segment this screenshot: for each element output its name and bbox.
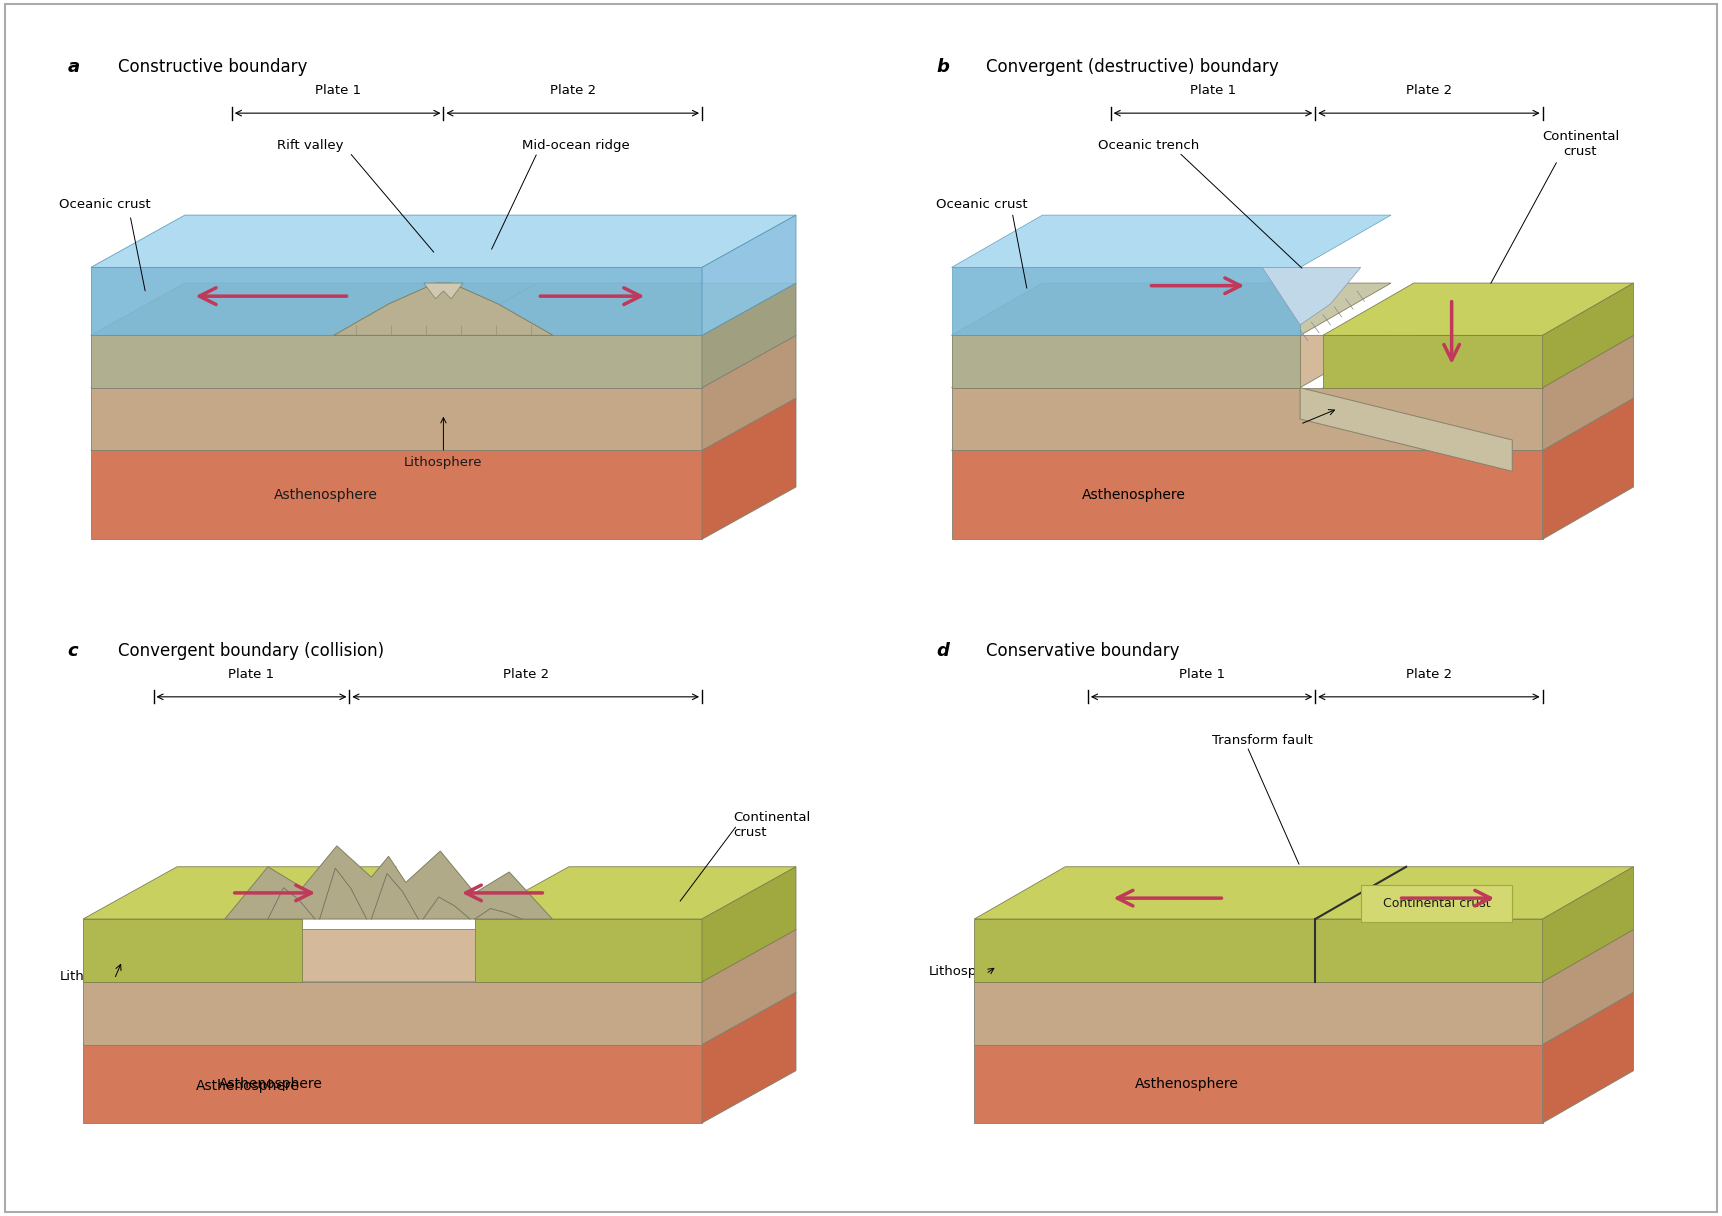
Polygon shape (975, 919, 1316, 981)
Text: Convergent (destructive) boundary: Convergent (destructive) boundary (985, 58, 1278, 77)
Text: Oceanic crust: Oceanic crust (937, 198, 1028, 212)
Polygon shape (1543, 929, 1634, 1045)
Text: Lithosphere: Lithosphere (405, 417, 482, 468)
Polygon shape (975, 929, 1634, 981)
Polygon shape (91, 215, 796, 268)
Polygon shape (475, 919, 703, 981)
Polygon shape (952, 450, 1543, 540)
Polygon shape (1322, 283, 1634, 336)
Text: Plate 1: Plate 1 (315, 84, 360, 97)
Polygon shape (91, 336, 537, 388)
Polygon shape (91, 398, 796, 450)
Text: a: a (67, 58, 79, 77)
Text: c: c (67, 642, 77, 660)
Text: Mid-ocean ridge: Mid-ocean ridge (522, 140, 630, 152)
Polygon shape (424, 283, 463, 299)
Bar (1360, 885, 1512, 922)
Text: Plate 2: Plate 2 (1405, 84, 1452, 97)
Polygon shape (83, 981, 703, 1045)
Polygon shape (1316, 919, 1543, 981)
Polygon shape (952, 336, 1391, 388)
Text: Plate 2: Plate 2 (503, 668, 549, 681)
Polygon shape (952, 336, 1300, 388)
Polygon shape (1316, 867, 1634, 919)
Text: Convergent boundary (collision): Convergent boundary (collision) (119, 642, 384, 660)
Text: d: d (937, 642, 949, 660)
Polygon shape (1543, 867, 1634, 981)
Text: Continental crust: Continental crust (1383, 897, 1490, 910)
Polygon shape (91, 336, 703, 388)
Polygon shape (952, 268, 1300, 336)
Text: Plate 2: Plate 2 (1405, 668, 1452, 681)
Polygon shape (952, 398, 1634, 450)
Polygon shape (975, 992, 1634, 1045)
Text: Continental
crust: Continental crust (1541, 130, 1619, 158)
Polygon shape (975, 1045, 1543, 1124)
Text: Oceanic crust: Oceanic crust (60, 198, 152, 212)
Polygon shape (975, 867, 1407, 919)
Text: Constructive boundary: Constructive boundary (119, 58, 308, 77)
Polygon shape (83, 1045, 703, 1124)
Polygon shape (83, 992, 796, 1045)
Polygon shape (91, 450, 703, 540)
Text: Oceanic trench: Oceanic trench (1099, 140, 1199, 152)
Text: Plate 1: Plate 1 (229, 668, 274, 681)
Polygon shape (443, 336, 796, 388)
Polygon shape (83, 867, 396, 919)
Polygon shape (1322, 336, 1634, 388)
Polygon shape (1262, 268, 1360, 325)
Text: Transform fault: Transform fault (1212, 733, 1312, 747)
Text: Plate 1: Plate 1 (1178, 668, 1224, 681)
Polygon shape (703, 867, 796, 981)
Polygon shape (475, 867, 796, 919)
Polygon shape (91, 388, 703, 450)
Polygon shape (952, 215, 1391, 268)
Text: Lithosphere: Lithosphere (60, 970, 138, 983)
Text: Asthenosphere: Asthenosphere (1081, 488, 1185, 502)
Text: Plate 1: Plate 1 (1190, 84, 1236, 97)
Polygon shape (975, 981, 1543, 1045)
Polygon shape (334, 283, 553, 336)
Polygon shape (952, 283, 1391, 336)
Polygon shape (1543, 992, 1634, 1124)
Polygon shape (443, 283, 796, 336)
Text: Asthenosphere: Asthenosphere (1135, 1076, 1238, 1091)
Polygon shape (83, 919, 303, 981)
Polygon shape (83, 929, 796, 981)
Text: b: b (937, 58, 949, 77)
Text: Conservative boundary: Conservative boundary (985, 642, 1180, 660)
Polygon shape (703, 992, 796, 1124)
Text: Asthenosphere: Asthenosphere (219, 1076, 324, 1091)
Text: Asthenosphere: Asthenosphere (274, 488, 377, 502)
Polygon shape (1543, 283, 1634, 388)
Text: Continental
crust: Continental crust (734, 811, 811, 839)
Text: Rift valley: Rift valley (277, 140, 343, 152)
Polygon shape (952, 388, 1543, 450)
Polygon shape (1322, 336, 1543, 388)
Polygon shape (1543, 336, 1634, 450)
Text: Asthenosphere: Asthenosphere (196, 1080, 300, 1093)
Polygon shape (91, 268, 703, 336)
Polygon shape (226, 846, 553, 919)
Text: Lithosphere: Lithosphere (928, 964, 1007, 978)
Text: Lithosphere: Lithosphere (1240, 404, 1314, 455)
Text: Plate 2: Plate 2 (549, 84, 596, 97)
Polygon shape (703, 929, 796, 1045)
Polygon shape (1543, 398, 1634, 540)
Polygon shape (91, 283, 537, 336)
Polygon shape (1300, 388, 1512, 472)
Polygon shape (703, 336, 796, 450)
Polygon shape (703, 398, 796, 540)
Polygon shape (703, 283, 796, 388)
Polygon shape (703, 215, 796, 336)
